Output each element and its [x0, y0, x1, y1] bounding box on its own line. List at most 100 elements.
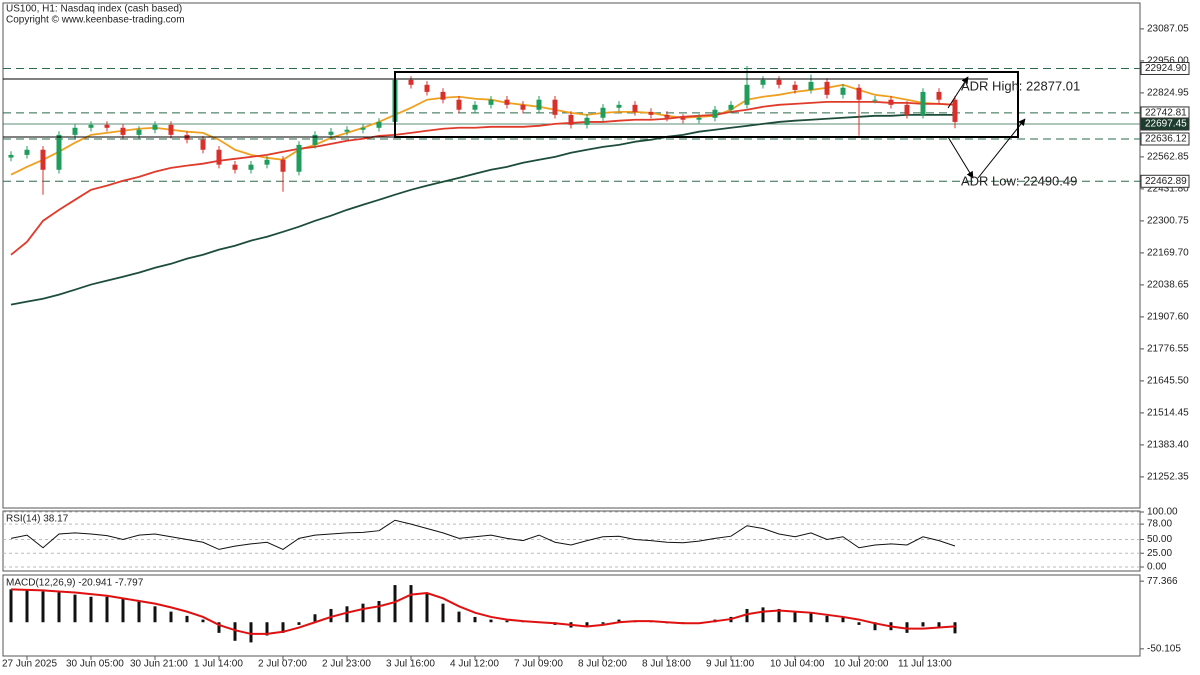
macd-bar: [601, 622, 605, 624]
macd-bar: [393, 585, 397, 623]
macd-bar: [153, 606, 157, 623]
y-tick-label: 21776.55: [1147, 344, 1189, 355]
macd-bar: [265, 622, 269, 636]
y-tick-label: 22300.75: [1147, 216, 1189, 227]
candle-body: [872, 99, 878, 101]
range-box: [394, 71, 1019, 138]
candle-body: [376, 121, 382, 128]
x-tick-label: 8 Jul 18:00: [642, 659, 691, 670]
macd-bar: [873, 622, 877, 631]
candle-body: [328, 131, 334, 135]
macd-bar: [777, 608, 781, 623]
candle-body: [152, 124, 158, 130]
macd-bar: [121, 598, 125, 623]
x-tick-label: 1 Jul 14:00: [194, 659, 243, 670]
macd-bar: [953, 622, 957, 634]
candle-body: [760, 79, 766, 85]
macd-bar: [745, 608, 749, 623]
candle-body: [744, 84, 750, 105]
candle-body: [680, 117, 686, 120]
y-tick-label: 21514.45: [1147, 408, 1189, 419]
rsi-line: [10, 519, 956, 550]
pane-title: MACD(12,26,9) -20.941 -7.797: [6, 578, 144, 589]
x-tick-label: 11 Jul 13:00: [898, 659, 952, 670]
candle-body: [248, 164, 254, 170]
moving-average: [10, 101, 956, 256]
candle-body: [664, 114, 670, 118]
candle-body: [504, 99, 510, 105]
macd-bar: [585, 622, 589, 627]
macd-bar: [489, 619, 493, 623]
macd-bar: [169, 611, 173, 623]
y-tick-label: 22169.70: [1147, 248, 1189, 259]
candle-body: [616, 104, 622, 108]
y-tick-label: 22038.65: [1147, 280, 1189, 291]
macd-bar: [137, 601, 141, 623]
x-tick-label: 2 Jul 23:00: [322, 659, 371, 670]
candle-body: [408, 79, 414, 85]
y-tick-label: 78.00: [1147, 519, 1172, 530]
macd-bar: [217, 622, 221, 633]
macd-bar: [921, 622, 925, 627]
macd-bar: [329, 608, 333, 623]
candle-body: [904, 104, 910, 115]
candle-body: [712, 109, 718, 118]
macd-bar: [841, 616, 845, 623]
x-tick-label: 30 Jun 21:00: [130, 659, 188, 670]
candle-body: [136, 129, 142, 135]
x-tick-label: 4 Jul 12:00: [450, 659, 499, 670]
y-tick-label: 22956.00: [1147, 56, 1189, 67]
candle-body: [776, 79, 782, 85]
x-tick-label: 27 Jun 2025: [2, 659, 57, 670]
arrow: [947, 136, 974, 179]
candle-body: [936, 91, 942, 100]
y-tick-label: 21383.40: [1147, 440, 1189, 451]
candle-body: [808, 81, 814, 90]
price-pane: [2, 2, 1141, 509]
macd-pane: [2, 574, 1141, 657]
candle-body: [584, 117, 590, 125]
candle-body: [488, 99, 494, 105]
candle-body: [264, 159, 270, 165]
macd-bar: [281, 622, 285, 633]
y-tick-label: 21252.35: [1147, 472, 1189, 483]
y-tick-label: -50.105: [1147, 643, 1181, 654]
macd-bar: [809, 612, 813, 623]
candle-body: [728, 104, 734, 110]
macd-bar: [361, 603, 365, 623]
macd-bar: [89, 596, 93, 623]
adr-low-label: ADR Low: 22490.49: [961, 173, 1077, 188]
y-tick-label: 23087.05: [1147, 24, 1189, 35]
macd-bar: [73, 594, 77, 623]
macd-bar: [41, 591, 45, 623]
candle-body: [120, 127, 126, 135]
candle-body: [40, 149, 46, 170]
candle-body: [104, 124, 110, 128]
candle-body: [568, 114, 574, 125]
macd-bar: [457, 611, 461, 623]
candle-body: [952, 99, 958, 122]
adr-high-label: ADR High: 22877.01: [961, 78, 1080, 93]
y-tick-label: 50.00: [1147, 534, 1172, 545]
x-tick-label: 3 Jul 16:00: [386, 659, 435, 670]
candle-body: [840, 87, 846, 95]
x-tick-label: 30 Jun 05:00: [66, 659, 124, 670]
macd-bar: [505, 620, 509, 623]
candle-body: [440, 91, 446, 100]
signal-line: [10, 588, 956, 635]
candle-body: [216, 149, 222, 165]
y-tick-label: 22562.85: [1147, 152, 1189, 163]
macd-bar: [25, 590, 29, 623]
candle-body: [472, 104, 478, 110]
macd-bar: [473, 616, 477, 623]
candle-body: [168, 124, 174, 135]
price-tag-label: 22697.45: [1145, 119, 1187, 130]
macd-bar: [345, 606, 349, 623]
candle-body: [520, 104, 526, 110]
moving-average: [10, 83, 956, 176]
candle-body: [920, 91, 926, 115]
y-tick-label: 21645.50: [1147, 376, 1189, 387]
macd-bar: [409, 585, 413, 623]
price-tag: [1140, 132, 1190, 146]
candle-body: [200, 139, 206, 150]
